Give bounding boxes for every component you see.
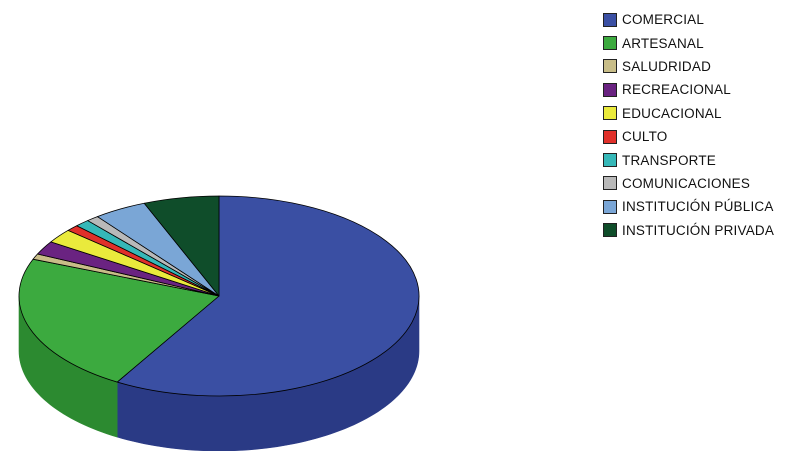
legend-item: TRANSPORTE [603, 148, 774, 171]
legend-item: SALUDRIDAD [603, 55, 774, 78]
legend-swatch [603, 82, 617, 97]
legend-item: RECREACIONAL [603, 78, 774, 101]
legend-label: CULTO [622, 129, 668, 145]
legend-label: TRANSPORTE [622, 152, 717, 168]
legend-item: INSTITUCIÓN PÚBLICA [603, 195, 774, 218]
legend-label: INSTITUCIÓN PÚBLICA [622, 199, 774, 215]
legend-swatch [603, 106, 617, 121]
pie-slice-artesanal [18, 258, 220, 383]
legend-swatch [603, 176, 617, 191]
legend-item: ARTESANAL [603, 31, 774, 54]
legend-item: INSTITUCIÓN PRIVADA [603, 219, 774, 242]
legend-label: COMUNICACIONES [622, 175, 751, 191]
legend-item: EDUCACIONAL [603, 102, 774, 125]
legend-item: CULTO [603, 125, 774, 148]
pie-slices [18, 195, 420, 397]
legend-swatch [603, 59, 617, 74]
legend-label: RECREACIONAL [622, 82, 731, 98]
legend-label: ARTESANAL [622, 35, 704, 51]
legend-label: COMERCIAL [622, 12, 705, 28]
pie-slice-instituci-n-privada [143, 195, 220, 297]
chart-legend: COMERCIAL ARTESANAL SALUDRIDAD RECREACIONAL… [603, 8, 774, 242]
legend-swatch [603, 12, 617, 27]
legend-item: COMUNICACIONES [603, 172, 774, 195]
legend-swatch [603, 129, 617, 144]
pie-slice-comercial [116, 195, 420, 397]
legend-swatch [603, 153, 617, 168]
legend-label: EDUCACIONAL [622, 105, 722, 121]
legend-label: SALUDRIDAD [622, 58, 712, 74]
legend-swatch [603, 199, 617, 214]
legend-swatch [603, 36, 617, 51]
legend-item: COMERCIAL [603, 8, 774, 31]
legend-swatch [603, 223, 617, 238]
legend-label: INSTITUCIÓN PRIVADA [622, 222, 775, 238]
